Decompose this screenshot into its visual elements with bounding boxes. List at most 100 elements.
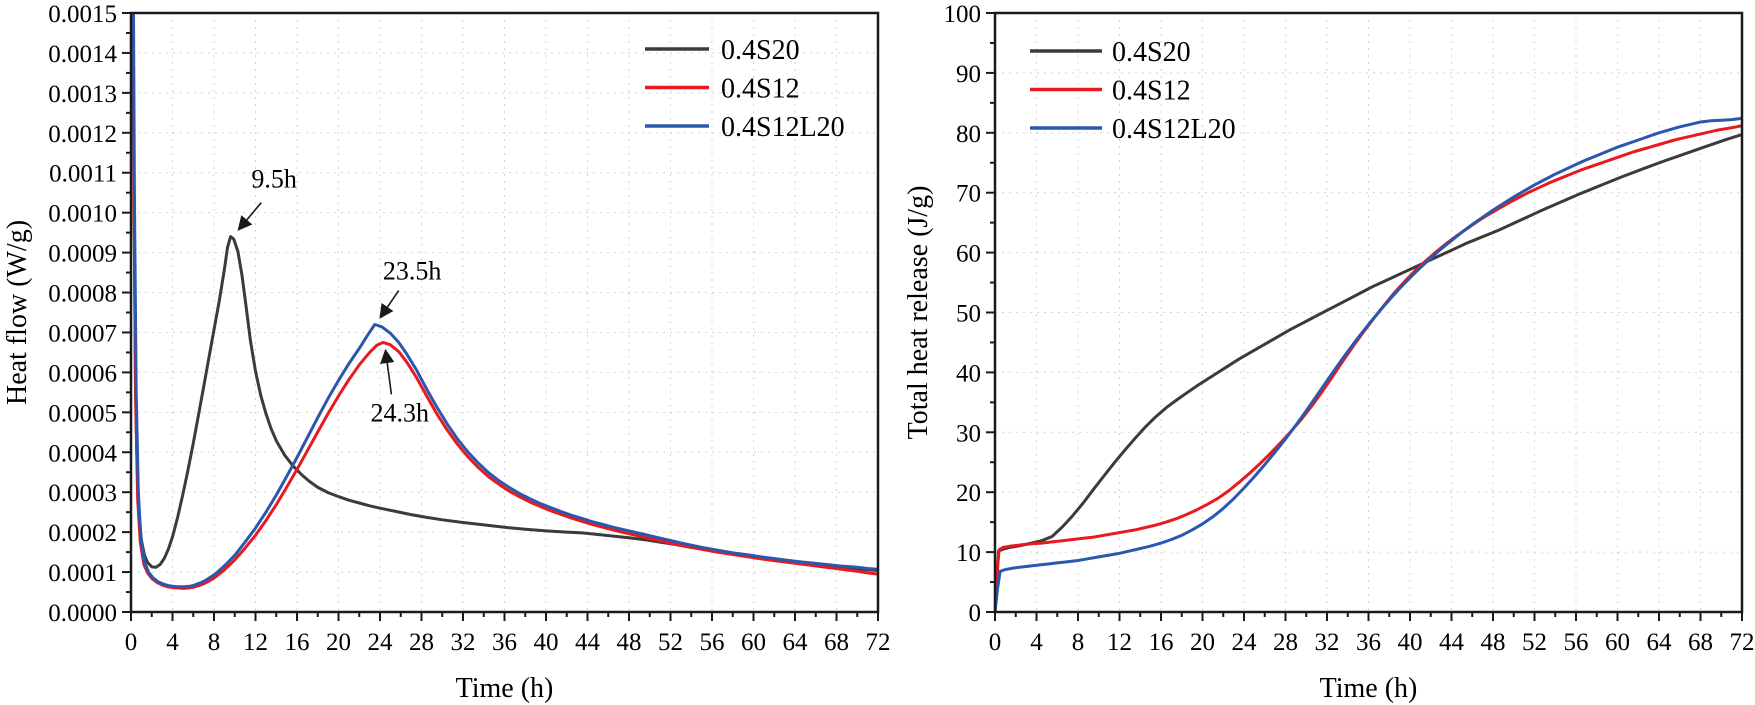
x-tick-label: 60 <box>741 629 766 656</box>
x-tick-label: 68 <box>824 629 849 656</box>
x-tick-label: 64 <box>783 629 809 656</box>
annotation-label: 23.5h <box>383 257 442 286</box>
y-tick-label: 0.0005 <box>48 400 117 427</box>
x-tick-label: 20 <box>1190 629 1215 656</box>
y-tick-label: 0.0011 <box>49 161 117 188</box>
x-tick-label: 0 <box>989 629 1002 656</box>
annotation-label: 24.3h <box>370 398 429 427</box>
y-tick-label: 0 <box>969 600 982 627</box>
legend: 0.4S20 0.4S12 0.4S12L20 <box>1030 37 1236 145</box>
x-tick-label: 52 <box>1522 629 1547 656</box>
x-tick-label: 12 <box>1107 629 1132 656</box>
y-tick-label: 0.0009 <box>48 241 117 268</box>
y-tick-label: 0.0014 <box>48 41 117 68</box>
legend-label-0.4S12: 0.4S12 <box>721 74 800 105</box>
x-tick-label: 8 <box>208 629 221 656</box>
annotation-arrow <box>380 348 395 395</box>
y-tick-label: 0.0015 <box>48 1 117 28</box>
y-axis-title: Total heat release (J/g) <box>905 186 934 440</box>
series-line-0.4S12 <box>131 13 878 590</box>
y-axis-title: Heat flow (W/g) <box>2 220 33 405</box>
legend-label-0.4S20: 0.4S20 <box>721 35 800 66</box>
x-tick-label: 64 <box>1647 629 1673 656</box>
x-tick-label: 48 <box>617 629 642 656</box>
y-tick-label: 0.0002 <box>48 520 117 547</box>
x-tick-label: 44 <box>1439 629 1465 656</box>
x-tick-label: 4 <box>166 629 179 656</box>
y-tick-label: 0.0006 <box>48 360 117 387</box>
tick-labels: 0 4 8 12 16 20 24 28 32 36 40 44 48 52 56 60 64 68 7201020… <box>944 1 1755 656</box>
grid <box>995 13 1742 612</box>
x-tick-label: 36 <box>1356 629 1381 656</box>
y-tick-label: 0.0012 <box>48 121 117 148</box>
series-line-0.4S20 <box>995 133 1742 612</box>
x-tick-label: 12 <box>243 629 268 656</box>
x-tick-label: 36 <box>492 629 517 656</box>
x-tick-label: 24 <box>368 629 394 656</box>
x-tick-label: 60 <box>1605 629 1630 656</box>
x-tick-label: 8 <box>1072 629 1085 656</box>
y-tick-label: 0.0007 <box>48 320 117 347</box>
total-heat-release-chart: 0 4 8 12 16 20 24 28 32 36 40 44 48 52 56 60 64 68 7201020… <box>905 1 1755 704</box>
x-tick-label: 20 <box>326 629 351 656</box>
x-tick-label: 40 <box>1398 629 1423 656</box>
legend-label-0.4S12L20: 0.4S12L20 <box>1112 114 1236 145</box>
x-tick-label: 72 <box>1730 629 1755 656</box>
x-axis-title: Time (h) <box>456 673 554 704</box>
legend-label-0.4S12: 0.4S12 <box>1112 76 1191 107</box>
x-tick-label: 28 <box>409 629 434 656</box>
x-tick-label: 68 <box>1688 629 1713 656</box>
y-tick-label: 0.0003 <box>48 480 117 507</box>
series-line-0.4S12L20 <box>131 13 878 589</box>
y-tick-label: 100 <box>944 1 982 28</box>
x-tick-label: 56 <box>1564 629 1589 656</box>
x-tick-label: 56 <box>700 629 725 656</box>
y-tick-label: 10 <box>956 540 981 567</box>
y-tick-label: 30 <box>956 420 981 447</box>
x-tick-label: 48 <box>1481 629 1506 656</box>
x-tick-label: 44 <box>575 629 601 656</box>
x-tick-label: 16 <box>1149 629 1174 656</box>
annotation-24.3h: 24.3h <box>370 348 429 427</box>
axis-ticks <box>986 12 1743 621</box>
x-tick-label: 52 <box>658 629 683 656</box>
x-axis-title: Time (h) <box>1320 673 1418 704</box>
y-tick-label: 50 <box>956 301 981 328</box>
legend: 0.4S20 0.4S12 0.4S12L20 <box>645 35 845 143</box>
axis-ticks <box>122 12 879 621</box>
x-tick-label: 28 <box>1273 629 1298 656</box>
y-tick-label: 0.0001 <box>48 560 117 587</box>
annotation-23.5h: 23.5h <box>379 257 442 319</box>
y-tick-label: 60 <box>956 241 981 268</box>
y-tick-label: 20 <box>956 480 981 507</box>
y-tick-label: 90 <box>956 61 981 88</box>
x-tick-label: 32 <box>1315 629 1340 656</box>
y-tick-label: 0.0004 <box>48 440 117 467</box>
y-tick-label: 70 <box>956 181 981 208</box>
x-tick-label: 0 <box>125 629 138 656</box>
annotation-9.5h: 9.5h <box>237 165 297 231</box>
y-tick-label: 0.0013 <box>48 81 117 108</box>
annotation-arrow <box>379 290 400 319</box>
tick-labels: 0 4 8 12 16 20 24 28 32 36 40 44 48 52 56 60 64 68 720.000… <box>48 1 890 656</box>
series-curves <box>995 116 1742 612</box>
legend-label-0.4S20: 0.4S20 <box>1112 37 1191 68</box>
x-tick-label: 24 <box>1232 629 1258 656</box>
series-line-0.4S12L20 <box>995 116 1742 612</box>
x-tick-label: 16 <box>285 629 310 656</box>
annotation-arrow <box>237 202 262 231</box>
y-tick-label: 0.0010 <box>48 201 117 228</box>
x-tick-label: 40 <box>534 629 559 656</box>
y-tick-label: 80 <box>956 121 981 148</box>
grid <box>131 13 878 612</box>
y-tick-label: 40 <box>956 360 981 387</box>
heat-flow-chart: 0 4 8 12 16 20 24 28 32 36 40 44 48 52 56 60 64 68 720.000… <box>2 1 891 704</box>
legend-label-0.4S12L20: 0.4S12L20 <box>721 112 845 143</box>
y-tick-label: 0.0008 <box>48 281 117 308</box>
x-tick-label: 32 <box>451 629 476 656</box>
series-curves <box>131 13 878 590</box>
annotation-label: 9.5h <box>251 165 297 194</box>
y-tick-label: 0.0000 <box>48 600 117 627</box>
x-tick-label: 4 <box>1030 629 1043 656</box>
